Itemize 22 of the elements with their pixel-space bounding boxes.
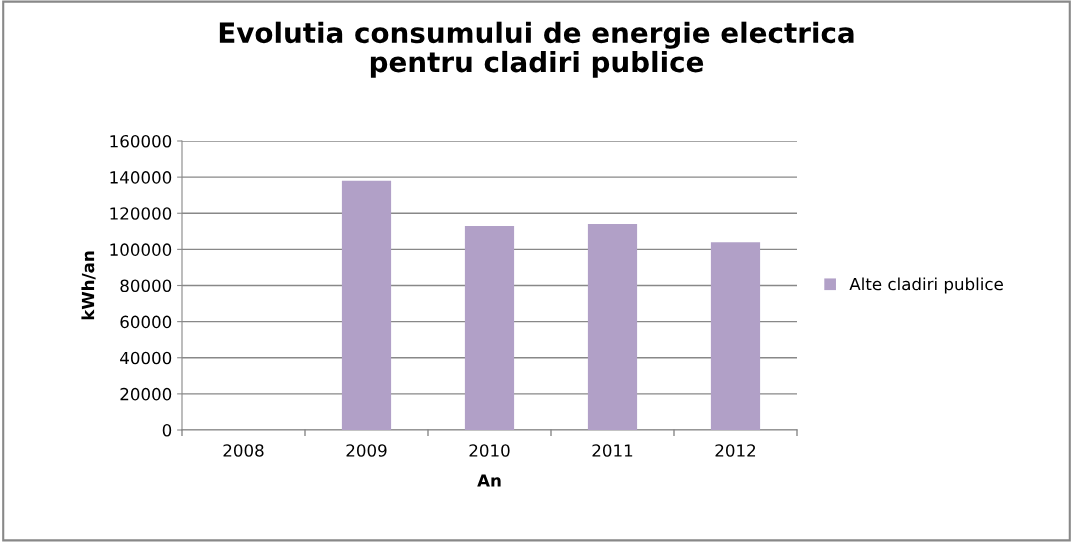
bar bbox=[341, 180, 392, 430]
y-tick-label: 80000 bbox=[120, 279, 172, 293]
y-tick-label: 60000 bbox=[120, 315, 172, 329]
x-tick-label: 2009 bbox=[346, 444, 387, 457]
x-tick-label: 2012 bbox=[715, 444, 756, 457]
bar bbox=[464, 225, 515, 430]
y-tick-label: 160000 bbox=[110, 134, 172, 148]
y-tick-label: 0 bbox=[162, 423, 172, 437]
x-tick-label: 2011 bbox=[592, 444, 633, 457]
y-tick-label: 120000 bbox=[110, 207, 172, 220]
x-tick-label: 2010 bbox=[469, 444, 510, 457]
x-axis-title: An bbox=[477, 474, 501, 487]
x-tick-label: 2008 bbox=[223, 444, 264, 457]
chart-title: Evolutia consumului de energie electrica pentru cladiri publice bbox=[219, 21, 854, 78]
y-axis-title: kWh/an bbox=[81, 251, 96, 320]
y-tick-label: 20000 bbox=[120, 387, 172, 401]
legend-label: Alte cladiri publice bbox=[849, 277, 1003, 294]
y-tick-label: 140000 bbox=[110, 171, 172, 184]
y-tick-label: 40000 bbox=[120, 351, 172, 365]
bar bbox=[710, 242, 761, 430]
y-tick-label: 100000 bbox=[110, 243, 172, 256]
bar bbox=[587, 224, 638, 430]
